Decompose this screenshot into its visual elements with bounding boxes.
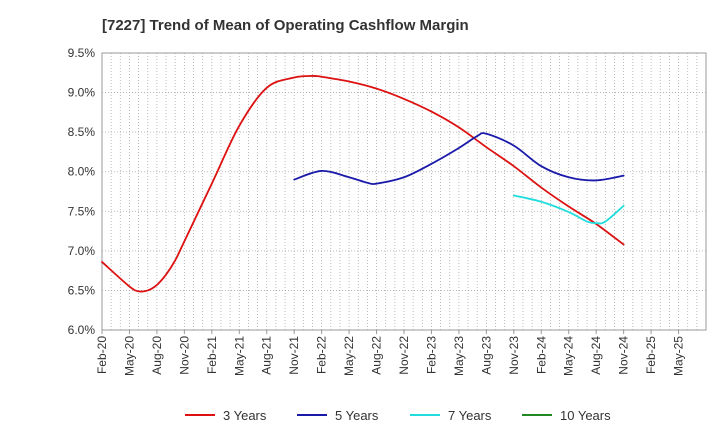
- grid: [102, 53, 706, 330]
- series-lines: [101, 74, 625, 293]
- x-tick-label: Feb-23: [424, 336, 438, 374]
- y-axis: 6.0% 6.5% 7.0% 7.5% 8.0% 8.5% 9.0% 9.5%: [68, 46, 96, 337]
- x-tick-label: Nov-24: [617, 336, 631, 375]
- y-tick-label: 8.0%: [68, 165, 96, 179]
- y-tick-label: 6.5%: [68, 283, 96, 297]
- x-tick-label: May-20: [122, 336, 136, 376]
- x-tick-label: Feb-22: [315, 336, 329, 374]
- y-tick-label: 7.0%: [68, 244, 96, 258]
- x-axis: Feb-20 May-20 Aug-20 Nov-20 Feb-21 May-21 Aug-…: [95, 330, 686, 376]
- legend-label-7-years: 7 Years: [448, 408, 492, 423]
- x-tick-label: Nov-22: [397, 336, 411, 375]
- x-tick-label: May-23: [452, 336, 466, 376]
- x-tick-label: Feb-21: [205, 336, 219, 374]
- y-tick-label: 9.5%: [68, 46, 96, 60]
- y-tick-label: 9.0%: [68, 86, 96, 100]
- series-line-7-years: [512, 194, 625, 225]
- legend-label-5-years: 5 Years: [335, 408, 379, 423]
- x-tick-label: May-24: [562, 336, 576, 376]
- x-tick-label: Aug-22: [370, 336, 384, 375]
- series-line-5-years: [293, 132, 625, 185]
- legend-label-10-years: 10 Years: [560, 408, 611, 423]
- chart-title: [7227] Trend of Mean of Operating Cashfl…: [102, 17, 469, 34]
- x-tick-label: May-22: [342, 336, 356, 376]
- y-tick-label: 8.5%: [68, 125, 96, 139]
- y-tick-label: 6.0%: [68, 323, 96, 337]
- x-tick-label: Nov-21: [287, 336, 301, 375]
- x-tick-label: Nov-23: [507, 336, 521, 375]
- legend-label-3-years: 3 Years: [223, 408, 267, 423]
- x-tick-label: Feb-24: [534, 336, 548, 374]
- x-tick-label: May-25: [672, 336, 686, 376]
- x-tick-label: May-21: [232, 336, 246, 376]
- x-tick-label: Aug-20: [150, 336, 164, 375]
- x-tick-label: Aug-23: [479, 336, 493, 375]
- y-tick-label: 7.5%: [68, 204, 96, 218]
- x-tick-label: Aug-24: [589, 336, 603, 375]
- legend: 3 Years 5 Years 7 Years 10 Years: [185, 408, 611, 423]
- x-tick-label: Feb-20: [95, 336, 109, 374]
- x-tick-label: Feb-25: [644, 336, 658, 374]
- x-tick-label: Aug-21: [260, 336, 274, 375]
- x-tick-label: Nov-20: [177, 336, 191, 375]
- series-line-3-years: [101, 74, 625, 293]
